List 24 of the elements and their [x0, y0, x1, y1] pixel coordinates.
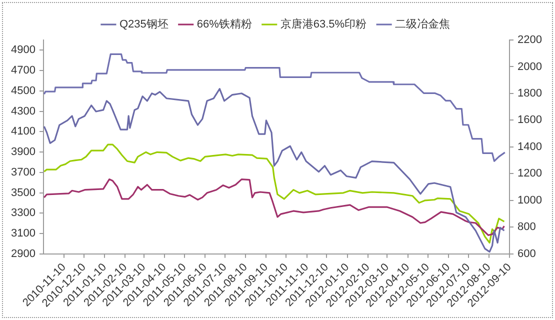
y-tick-label: 3300 [10, 207, 36, 220]
y2-tick-label: 800 [518, 221, 536, 234]
y2-tick-label: 1000 [518, 194, 542, 206]
y2-tick-label: 1200 [518, 168, 542, 180]
y-tick-label: 3900 [10, 146, 36, 158]
y2-tick-label: 2000 [518, 60, 542, 73]
y2-tick-label: 2200 [518, 34, 542, 46]
legend-label: Q235钢坯 [119, 18, 168, 31]
y-tick-label: 4100 [10, 126, 36, 138]
y2-tick-label: 1600 [518, 114, 542, 126]
y-tick-label: 4900 [10, 44, 36, 56]
y-tick-label: 3500 [10, 186, 36, 199]
y-tick-label: 2900 [10, 248, 36, 260]
legend-label: 二级冶金焦 [395, 18, 450, 31]
y2-tick-label: 1400 [518, 140, 542, 153]
y-tick-label: 3700 [10, 166, 36, 178]
y2-tick-label: 1800 [518, 88, 542, 100]
y-tick-label: 4300 [10, 105, 36, 118]
y-tick-label: 4700 [10, 64, 36, 77]
legend-label: 京唐港63.5%印粉 [280, 18, 367, 31]
y2-tick-label: 600 [518, 248, 536, 260]
legend-label: 66%铁精粉 [196, 18, 252, 31]
y-tick-label: 3100 [10, 228, 36, 240]
y-tick-label: 4500 [10, 84, 36, 97]
